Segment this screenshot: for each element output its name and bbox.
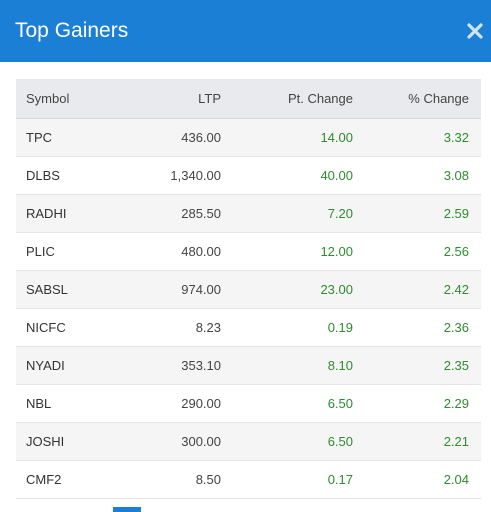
pt-change-cell: 7.20 bbox=[327, 205, 353, 221]
symbol-cell: NBL bbox=[26, 395, 52, 411]
symbol-cell: TPC bbox=[26, 129, 52, 145]
column-header-ltp[interactable]: LTP bbox=[106, 79, 224, 119]
table-row[interactable]: NBL 290.00 6.50 2.29 bbox=[16, 384, 481, 422]
pt-change-cell: 40.00 bbox=[320, 167, 353, 183]
pct-change-cell: 2.59 bbox=[443, 205, 469, 221]
pt-change-cell: 0.19 bbox=[327, 319, 353, 335]
pt-change-cell: 6.50 bbox=[327, 433, 353, 449]
pt-change-cell: 6.50 bbox=[327, 395, 353, 411]
pct-change-cell: 2.21 bbox=[443, 433, 469, 449]
pt-change-cell: 12.00 bbox=[320, 243, 353, 259]
symbol-cell: RADHI bbox=[26, 205, 67, 221]
pt-change-cell: 8.10 bbox=[327, 357, 353, 373]
modal-title: Top Gainers bbox=[15, 19, 129, 42]
table-row[interactable]: NYADI 353.10 8.10 2.35 bbox=[16, 346, 481, 384]
pct-change-cell: 2.29 bbox=[443, 395, 469, 411]
ltp-cell: 290.00 bbox=[181, 395, 221, 411]
ltp-cell: 436.00 bbox=[181, 129, 221, 145]
modal-header: Top Gainers bbox=[0, 0, 491, 62]
scroll-indicator[interactable] bbox=[113, 507, 141, 512]
symbol-cell: JOSHI bbox=[26, 433, 65, 449]
symbol-cell: NYADI bbox=[26, 357, 65, 373]
pct-change-cell: 3.08 bbox=[443, 167, 469, 183]
ltp-cell: 8.50 bbox=[195, 471, 221, 487]
table-row[interactable]: RADHI 285.50 7.20 2.59 bbox=[16, 194, 481, 232]
pt-change-cell: 14.00 bbox=[320, 129, 353, 145]
ltp-cell: 300.00 bbox=[181, 433, 221, 449]
symbol-cell: DLBS bbox=[26, 167, 60, 183]
gainers-table: Symbol LTP Pt. Change % Change TPC 436.00… bbox=[16, 79, 481, 499]
symbol-cell: PLIC bbox=[26, 243, 55, 259]
pt-change-cell: 0.17 bbox=[327, 471, 353, 487]
close-icon bbox=[467, 23, 483, 39]
pct-change-cell: 3.32 bbox=[443, 129, 469, 145]
table-body: TPC 436.00 14.00 3.32 DLBS 1,340.00 40.00 3.08 R… bbox=[16, 118, 481, 498]
pct-change-cell: 2.04 bbox=[443, 471, 469, 487]
ltp-cell: 8.23 bbox=[195, 319, 221, 335]
table-row[interactable]: PLIC 480.00 12.00 2.56 bbox=[16, 232, 481, 270]
ltp-cell: 353.10 bbox=[181, 357, 221, 373]
column-header-symbol[interactable]: Symbol bbox=[16, 79, 106, 119]
column-header-pct-change[interactable]: % Change bbox=[357, 79, 481, 119]
table-row[interactable]: DLBS 1,340.00 40.00 3.08 bbox=[16, 156, 481, 194]
table-row[interactable]: TPC 436.00 14.00 3.32 bbox=[16, 118, 481, 156]
symbol-cell: CMF2 bbox=[26, 471, 62, 487]
pct-change-cell: 2.36 bbox=[443, 319, 469, 335]
ltp-cell: 974.00 bbox=[181, 281, 221, 297]
gainers-table-container: Symbol LTP Pt. Change % Change TPC 436.00… bbox=[16, 79, 481, 499]
symbol-cell: NICFC bbox=[26, 319, 66, 335]
table-row[interactable]: JOSHI 300.00 6.50 2.21 bbox=[16, 422, 481, 460]
ltp-cell: 285.50 bbox=[181, 205, 221, 221]
symbol-cell: SABSL bbox=[26, 281, 68, 297]
table-header-row: Symbol LTP Pt. Change % Change bbox=[16, 79, 481, 119]
pct-change-cell: 2.56 bbox=[443, 243, 469, 259]
pct-change-cell: 2.42 bbox=[443, 281, 469, 297]
table-row[interactable]: NICFC 8.23 0.19 2.36 bbox=[16, 308, 481, 346]
pct-change-cell: 2.35 bbox=[443, 357, 469, 373]
close-button[interactable] bbox=[466, 22, 484, 40]
table-row[interactable]: CMF2 8.50 0.17 2.04 bbox=[16, 460, 481, 498]
column-header-pt-change[interactable]: Pt. Change bbox=[224, 79, 357, 119]
ltp-cell: 1,340.00 bbox=[170, 167, 221, 183]
ltp-cell: 480.00 bbox=[181, 243, 221, 259]
table-row[interactable]: SABSL 974.00 23.00 2.42 bbox=[16, 270, 481, 308]
pt-change-cell: 23.00 bbox=[320, 281, 353, 297]
